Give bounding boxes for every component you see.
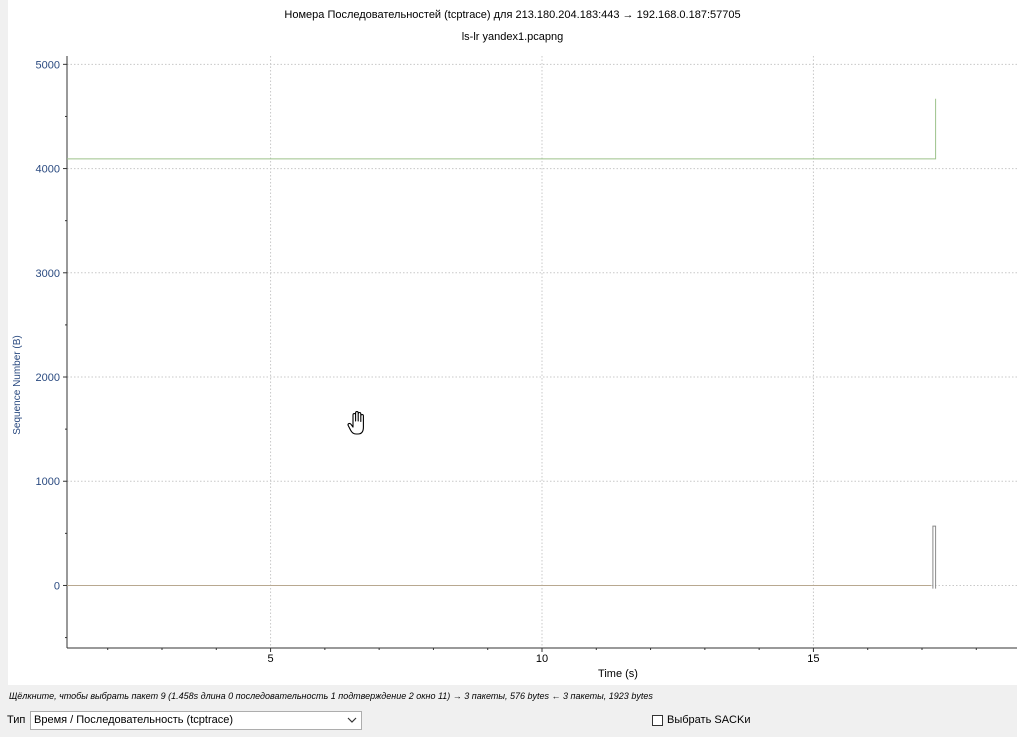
x-tick-label: 15 [807,653,819,665]
type-label: Тип [7,714,26,726]
y-tick-label: 1000 [36,476,60,488]
y-axis-label: Sequence Number (B) [12,335,23,435]
graph-subtitle: ls-lr yandex1.pcapng [461,31,564,43]
select-sack-label: Выбрать SACKи [667,714,751,726]
chevron-down-icon [347,717,357,723]
graph-title: Номера Последовательностей (tcptrace) дл… [284,9,741,21]
graph-type-select[interactable]: Время / Последовательность (tcptrace) [30,711,362,730]
x-tick-label: 5 [268,653,274,665]
x-axis-label: Time (s) [598,668,638,680]
checkbox-box[interactable] [652,714,663,726]
y-tick-label: 2000 [36,372,60,384]
x-tick-label: 10 [536,653,548,665]
y-tick-label: 3000 [36,268,60,280]
series-line-1 [67,98,937,160]
y-tick-label: 0 [54,580,60,592]
graph-area[interactable]: Номера Последовательностей (tcptrace) дл… [8,0,1017,685]
graph-type-value: Время / Последовательность (tcptrace) [34,714,233,726]
hand-grab-icon [347,410,364,435]
status-text: Щёлкните, чтобы выбрать пакет 9 (1.458s … [9,691,653,701]
y-tick-label: 4000 [36,164,60,176]
sequence-chart[interactable]: 0 1000 2000 3000 4000 5000 5 10 15 Time (s) Sequen… [8,0,1017,685]
series-line-3 [932,525,937,589]
select-sack-checkbox[interactable]: Выбрать SACKи [652,713,750,727]
y-tick-label: 5000 [36,59,60,71]
